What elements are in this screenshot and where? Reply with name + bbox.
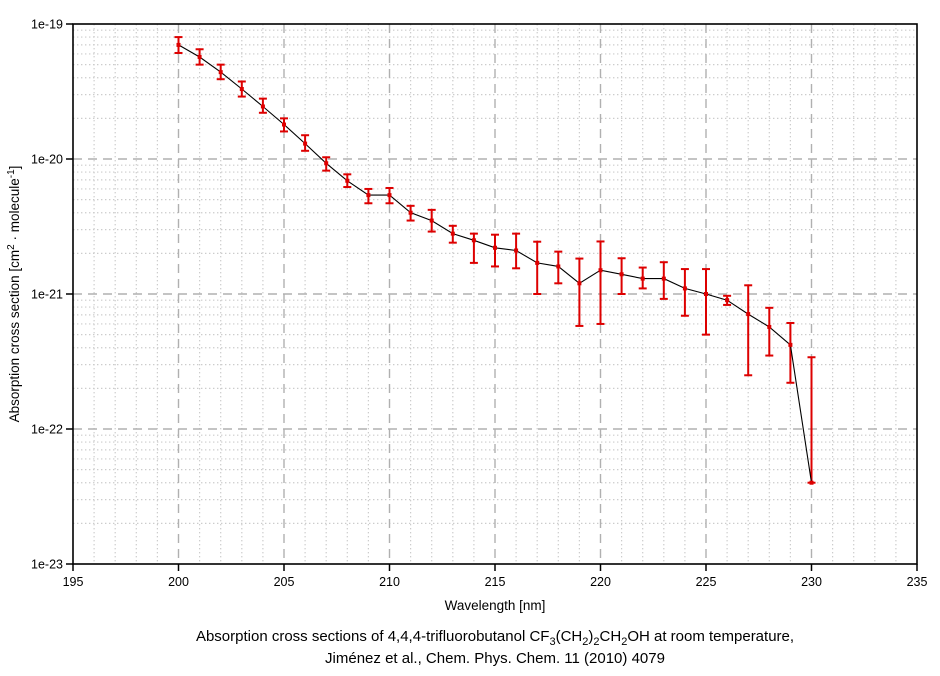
data-point [471, 238, 476, 243]
x-tick-label: 210 [379, 575, 400, 589]
x-tick-label: 200 [168, 575, 189, 589]
data-point [366, 193, 371, 198]
x-tick-label: 215 [485, 575, 506, 589]
data-point [767, 324, 772, 329]
y-tick-label: 1e-22 [31, 423, 63, 437]
y-tick-labels: 1e-19 1e-20 1e-21 1e-22 1e-23 [31, 18, 63, 572]
caption-subscript: 2 [621, 636, 628, 648]
caption-text: ) [588, 628, 594, 645]
caption-subscript: 2 [582, 636, 589, 648]
y-axis-title-text: Absorption cross section [cm [7, 250, 22, 423]
data-point [429, 218, 434, 223]
y-tick-label: 1e-23 [31, 558, 63, 572]
data-point [450, 231, 455, 236]
data-point [704, 292, 708, 296]
data-point [324, 161, 329, 166]
x-tick-label: 225 [696, 575, 717, 589]
caption-subscript: 3 [549, 636, 556, 648]
data-point [282, 122, 286, 127]
x-tick-label: 220 [590, 575, 611, 589]
data-point [577, 281, 582, 286]
caption-line-2: Jiménez et al., Chem. Phys. Chem. 11 (20… [50, 648, 940, 670]
data-point [682, 286, 687, 291]
caption-text: OH at room temperature, [627, 628, 795, 645]
data-point [746, 312, 751, 317]
data-point [619, 272, 624, 277]
y-tick-label: 1e-19 [31, 18, 63, 32]
chart-caption: Absorption cross sections of 4,4,4-trifl… [50, 626, 940, 670]
y-axis-title-text: ] [7, 166, 22, 170]
data-point [408, 210, 413, 215]
data-point [640, 276, 645, 281]
data-point [514, 248, 519, 253]
data-point [197, 54, 202, 59]
y-tick-label: 1e-20 [31, 153, 63, 167]
data-point [809, 480, 814, 485]
data-point [218, 70, 223, 75]
axis-ticks [66, 23, 918, 571]
caption-line-1: Absorption cross sections of 4,4,4-trifl… [50, 626, 940, 648]
data-point [535, 260, 540, 265]
data-point [725, 298, 730, 303]
x-tick-label: 205 [274, 575, 295, 589]
data-point [556, 264, 561, 269]
data-point [661, 276, 666, 281]
x-tick-label: 230 [801, 575, 822, 589]
y-axis-title-superscript: -1 [6, 169, 17, 178]
data-point [387, 193, 392, 198]
data-point [176, 42, 181, 47]
data-point [239, 87, 244, 92]
caption-text: CH [599, 628, 622, 645]
data-point [493, 245, 497, 250]
caption-text: Absorption cross sections of 4,4,4-trifl… [195, 628, 550, 645]
caption-text: Jiménez et al., Chem. Phys. Chem. 11 (20… [325, 650, 665, 667]
data-point [598, 268, 603, 273]
y-axis-title-superscript: 2 [6, 244, 17, 250]
grid-minor [73, 24, 917, 564]
x-tick-label: 195 [63, 575, 84, 589]
x-tick-label: 235 [907, 575, 928, 589]
y-axis-title: Absorption cross section [cm2 · molecule… [6, 166, 22, 423]
data-point [260, 104, 265, 109]
data-point [788, 342, 793, 347]
caption-subscript: 2 [593, 636, 600, 648]
data-point [345, 178, 350, 183]
x-tick-labels: 195 200 205 210 215 220 225 230 235 [63, 575, 928, 589]
data-point [303, 141, 308, 146]
x-axis-title: Wavelength [nm] [445, 598, 546, 613]
y-axis-title-text: · molecule [7, 178, 22, 244]
y-tick-label: 1e-21 [31, 288, 63, 302]
data-markers [176, 42, 814, 485]
caption-text: (CH [555, 628, 583, 645]
